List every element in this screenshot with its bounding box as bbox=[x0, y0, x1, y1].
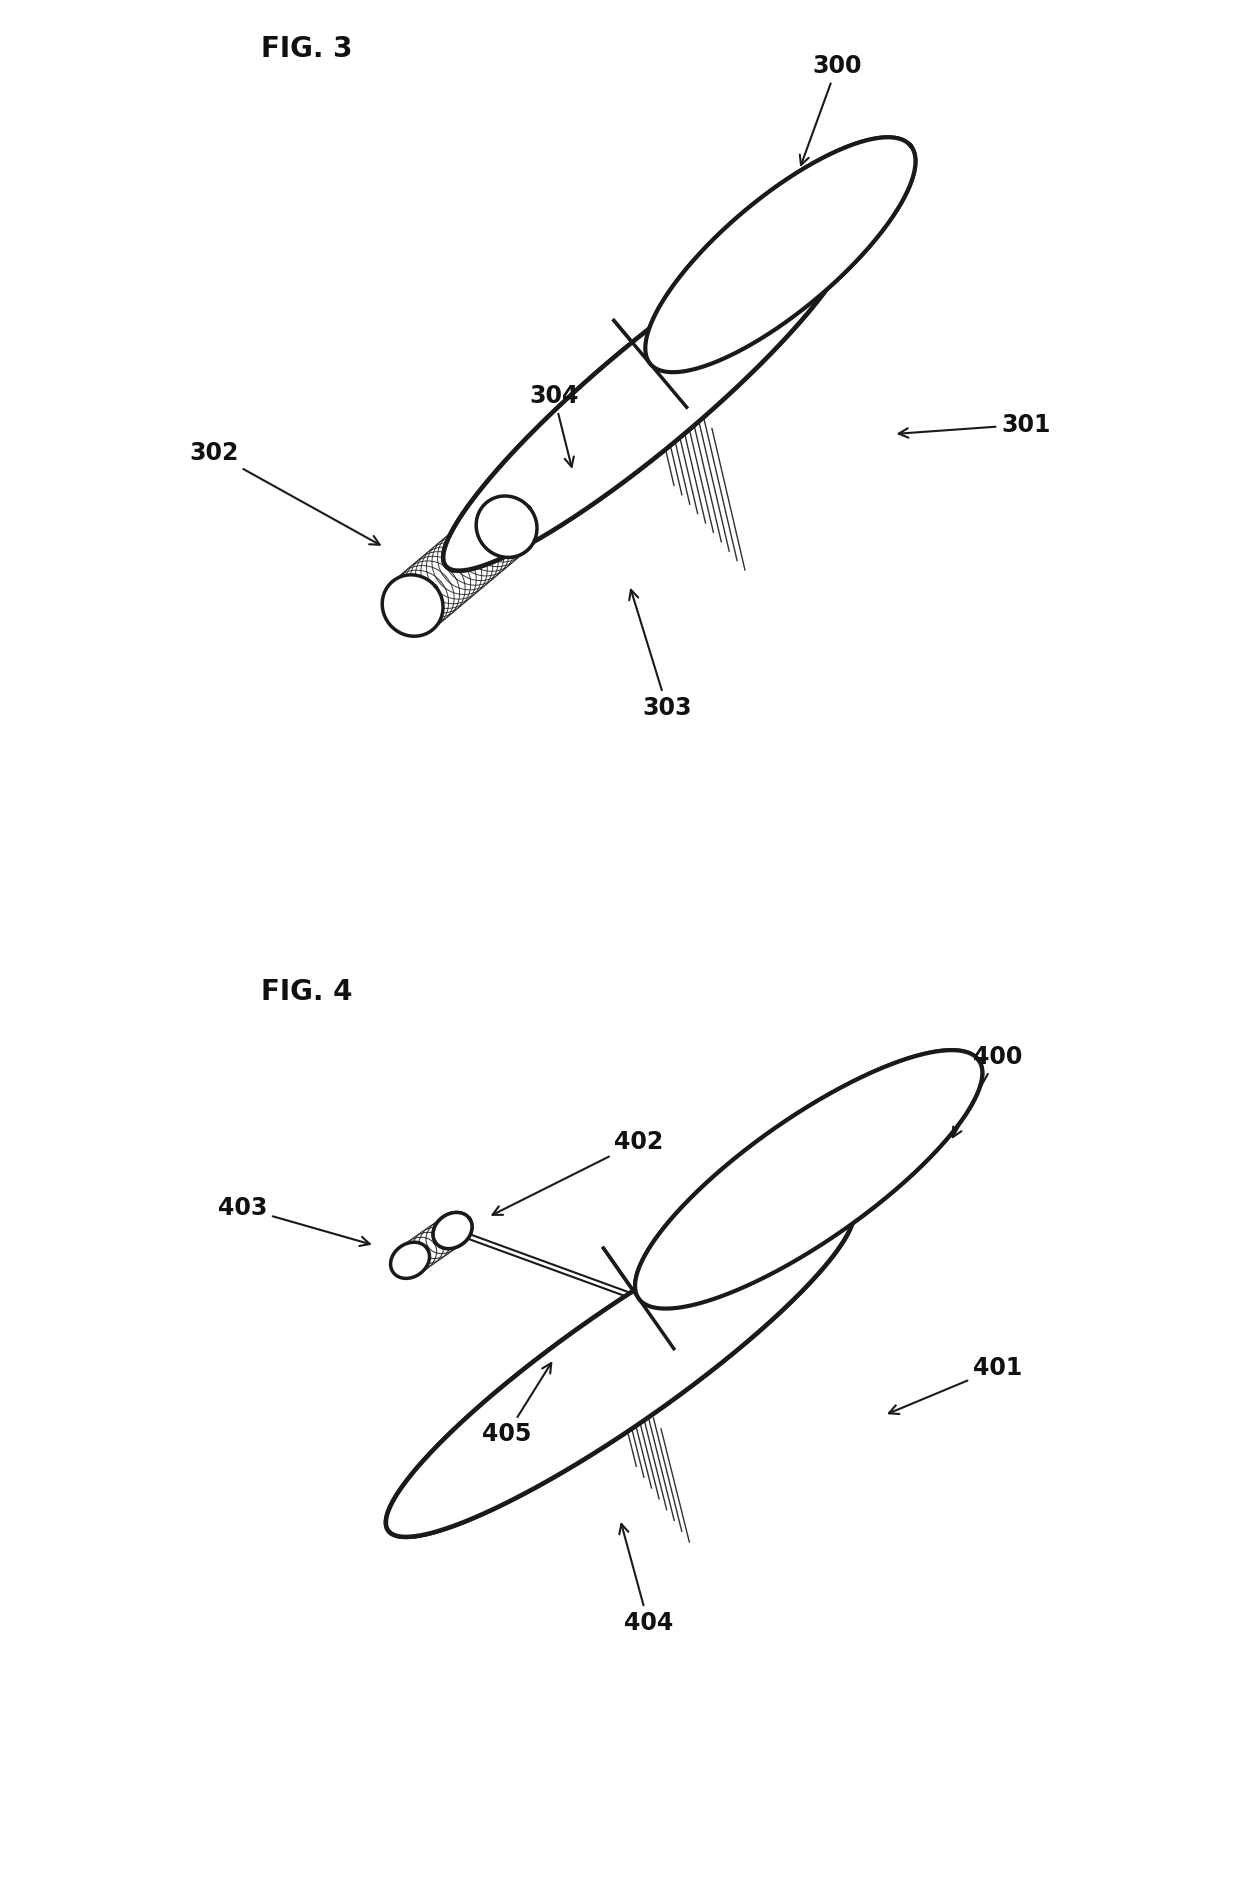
Polygon shape bbox=[386, 1200, 854, 1536]
Text: 300: 300 bbox=[800, 55, 862, 164]
Text: 301: 301 bbox=[899, 413, 1050, 438]
Polygon shape bbox=[645, 138, 915, 372]
Text: 403: 403 bbox=[218, 1196, 370, 1245]
Text: 404: 404 bbox=[619, 1525, 673, 1634]
Text: 405: 405 bbox=[482, 1362, 552, 1445]
Polygon shape bbox=[476, 496, 537, 557]
Polygon shape bbox=[476, 496, 537, 557]
Text: 302: 302 bbox=[190, 442, 379, 545]
Polygon shape bbox=[433, 1213, 472, 1249]
Text: 304: 304 bbox=[529, 385, 579, 466]
Text: 402: 402 bbox=[492, 1130, 663, 1215]
Text: FIG. 3: FIG. 3 bbox=[262, 34, 353, 62]
Polygon shape bbox=[391, 1242, 429, 1277]
Polygon shape bbox=[635, 1051, 982, 1308]
Polygon shape bbox=[382, 576, 443, 636]
Polygon shape bbox=[386, 1200, 854, 1536]
Polygon shape bbox=[443, 223, 853, 570]
Polygon shape bbox=[443, 223, 853, 570]
Polygon shape bbox=[645, 138, 915, 372]
Polygon shape bbox=[433, 1213, 472, 1249]
Text: 400: 400 bbox=[952, 1045, 1022, 1138]
Text: 303: 303 bbox=[629, 591, 692, 719]
Text: 401: 401 bbox=[889, 1357, 1022, 1413]
Polygon shape bbox=[635, 1051, 982, 1308]
Text: FIG. 4: FIG. 4 bbox=[262, 977, 353, 1006]
